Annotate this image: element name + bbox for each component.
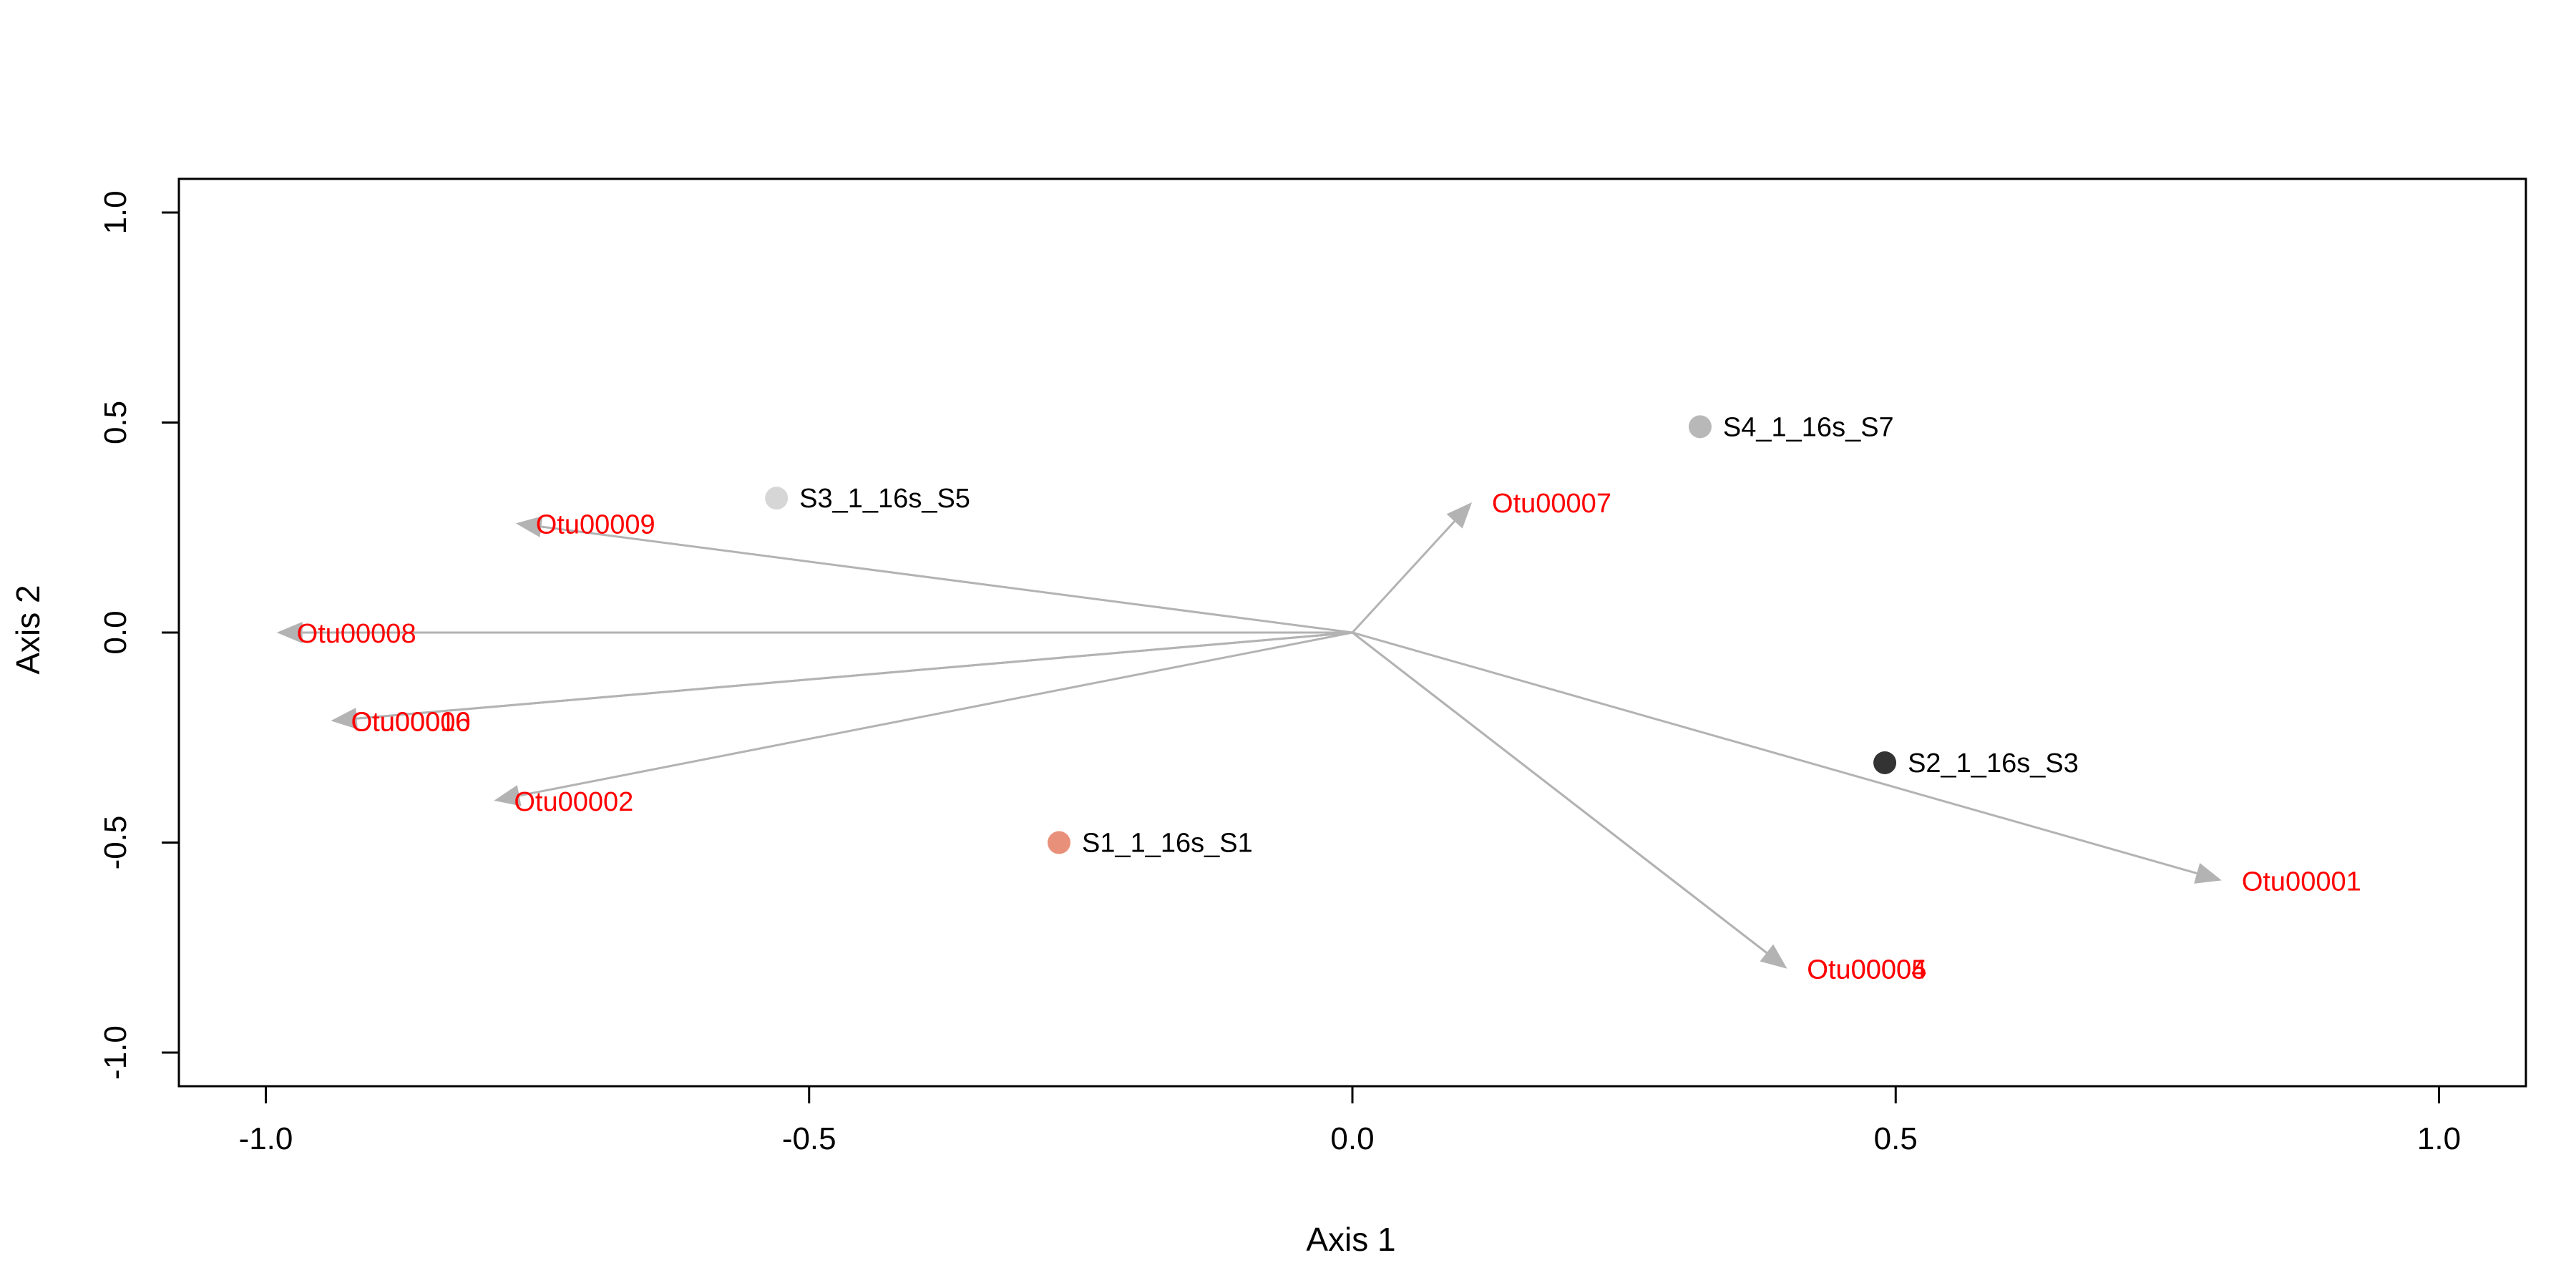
species-vector-line xyxy=(519,631,1353,797)
species-label: Otu00008 xyxy=(297,619,416,649)
species-vector-arrowhead xyxy=(1760,944,1787,969)
sample-point xyxy=(1048,831,1070,854)
species-label: Otu00010 xyxy=(351,707,471,737)
y-tick-label: -1.0 xyxy=(98,1025,133,1080)
species-vector-arrowhead xyxy=(276,622,303,643)
x-tick-label: 1.0 xyxy=(2417,1121,2461,1156)
species-label: Otu00001 xyxy=(2242,867,2361,897)
species-vector-line xyxy=(356,631,1353,720)
x-axis: -1.0 -0.5 0.0 0.5 1.0 xyxy=(239,1085,2461,1156)
x-tick-label: 0.0 xyxy=(1330,1121,1374,1156)
species-label: Otu00006 xyxy=(351,707,471,737)
y-tick-label: 1.0 xyxy=(98,190,133,234)
species-vector-line xyxy=(1352,631,2197,874)
species-vector-line xyxy=(1352,631,1767,954)
species-vector-line xyxy=(1351,520,1455,634)
species-vector-arrowhead xyxy=(494,785,522,806)
species-label: Otu00009 xyxy=(536,509,655,540)
sample-point xyxy=(765,487,789,510)
species-label: Otu00002 xyxy=(514,787,633,817)
y-tick-label: -0.5 xyxy=(98,816,133,870)
y-axis-title: Axis 2 xyxy=(9,585,47,674)
x-tick-label: 0.5 xyxy=(1874,1121,1918,1156)
y-tick-label: 0.5 xyxy=(98,401,133,444)
y-axis: -1.0 -0.5 0.0 0.5 1.0 xyxy=(98,190,180,1080)
x-axis-title: Axis 1 xyxy=(1306,1221,1395,1258)
y-tick-label: 0.0 xyxy=(98,610,133,654)
sample-label: S2_1_16s_S3 xyxy=(1908,748,2079,779)
sample-point xyxy=(1688,415,1712,439)
sample-label: S1_1_16s_S1 xyxy=(1082,829,1253,859)
sample-points: S1_1_16s_S1 S2_1_16s_S3 S3_1_16s_S5 S4_1_16… xyxy=(765,412,2079,859)
species-vector-arrowhead xyxy=(1446,502,1473,529)
species-vector-arrowhead xyxy=(515,516,543,537)
x-tick-label: -1.0 xyxy=(239,1121,293,1156)
x-tick-label: -0.5 xyxy=(782,1121,836,1156)
sample-label: S4_1_16s_S7 xyxy=(1723,412,1894,442)
species-vector-arrowhead xyxy=(2194,863,2222,884)
species-vector-line xyxy=(541,525,1353,634)
sample-point xyxy=(1873,751,1897,774)
sample-label: S3_1_16s_S5 xyxy=(799,484,970,514)
species-label: Otu00005 xyxy=(1807,955,1926,985)
species-vectors xyxy=(276,502,2222,969)
species-label: Otu00007 xyxy=(1492,489,1611,519)
species-vector-arrowhead xyxy=(331,708,358,730)
species-label: Otu00004 xyxy=(1807,955,1926,985)
